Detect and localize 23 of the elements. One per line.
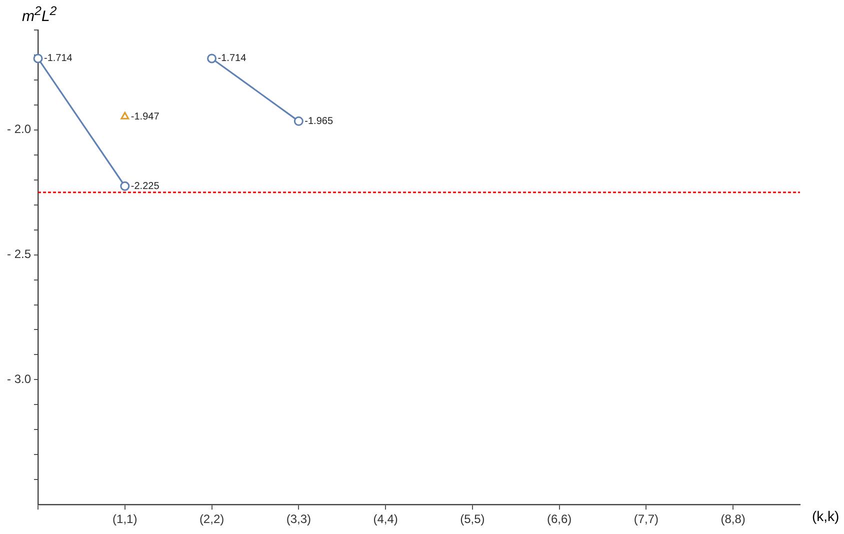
x-tick-label: (8,8)	[720, 512, 746, 526]
y-tick-label: - 2.5	[6, 247, 32, 262]
x-tick-label: (1,1)	[112, 512, 138, 526]
x-tick-label: (3,3)	[286, 512, 312, 526]
x-tick-label: (4,4)	[373, 512, 398, 526]
y-tick-label: - 3.0	[6, 372, 32, 386]
data-label: -1.714	[44, 53, 73, 64]
x-tick-label: (2,2)	[199, 512, 224, 526]
data-label: -2.225	[130, 180, 160, 192]
point	[294, 116, 304, 126]
data-label: -1.947	[130, 111, 160, 122]
data-label: -1.714	[218, 53, 247, 64]
data-label: -1.965	[304, 116, 334, 127]
x-tick-label: (7,7)	[634, 512, 659, 526]
y-axis-title: m$^{2}$L$^{2}$	[22, 4, 57, 25]
point	[120, 181, 130, 191]
y-tick-label: - 2.0	[6, 122, 32, 136]
x-tick-label: (5,5)	[460, 512, 485, 526]
point	[207, 54, 217, 64]
x-axis-title: (k,k)	[812, 508, 840, 524]
point	[120, 112, 130, 120]
x-tick-label: (6,6)	[546, 512, 572, 526]
point	[33, 54, 43, 64]
